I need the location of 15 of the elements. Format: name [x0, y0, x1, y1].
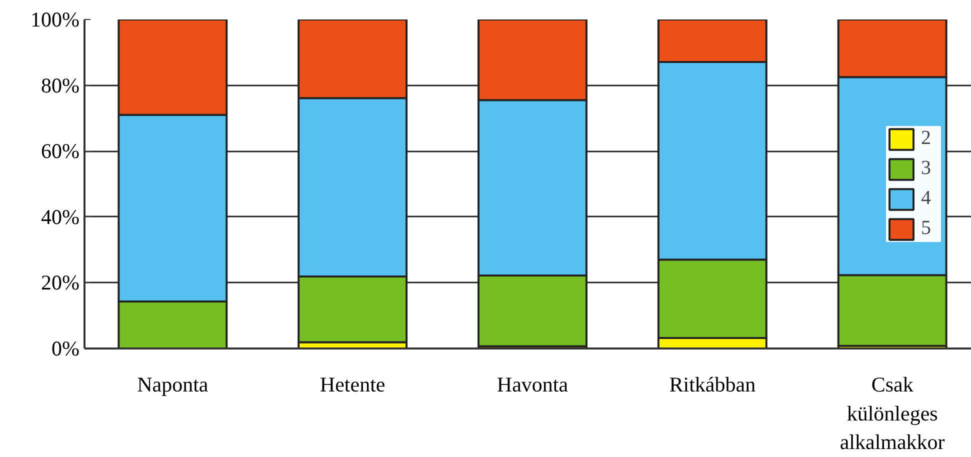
y-tick-label: 80%	[41, 73, 80, 98]
legend-label: 5	[921, 217, 932, 240]
x-tick-label: Ritkábban	[669, 372, 756, 396]
legend-label: 3	[921, 157, 932, 180]
legend-label: 4	[921, 187, 932, 210]
x-tick-label: Hetente	[320, 372, 386, 396]
y-tick-label: 100%	[30, 8, 80, 32]
y-tick-label: 40%	[41, 204, 80, 229]
legend-label: 2	[921, 127, 932, 150]
y-tick-label: 0%	[52, 336, 80, 360]
x-tick-label: Csak különleges alkalmakkor	[840, 372, 945, 454]
x-tick-label: Havonta	[496, 372, 569, 396]
x-tick-label: Naponta	[137, 372, 209, 396]
y-tick-label: 20%	[41, 270, 80, 295]
y-tick-label: 60%	[41, 139, 80, 164]
